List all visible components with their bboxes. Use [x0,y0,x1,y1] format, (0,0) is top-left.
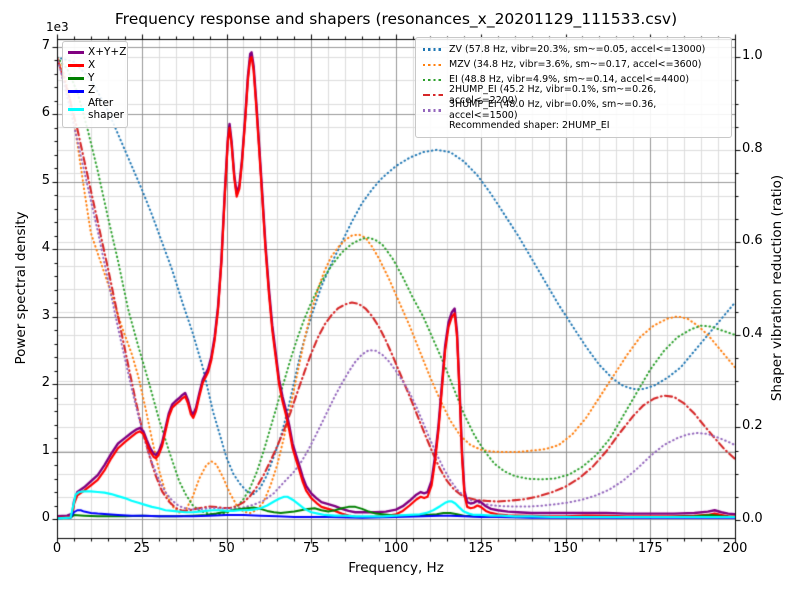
y-left-tick-label: 2 [41,375,50,391]
y-left-tick-label: 7 [41,37,50,53]
y-left-tick-label: 5 [41,172,50,188]
legend-item-ei: EI (48.8 Hz, vibr=4.9%, sm~=0.14, accel<… [423,72,724,87]
legend-label: MZV (34.8 Hz, vibr=3.6%, sm~=0.17, accel… [449,59,702,71]
y-right-tick-label: 1.0 [742,48,763,64]
y-axis-offset-label: 1e3 [46,20,69,34]
legend-shapers-items: ZV (57.8 Hz, vibr=20.3%, sm~=0.05, accel… [423,42,724,121]
recommended-shaper-note: Recommended shaper: 2HUMP_EI [449,119,610,131]
x-tick-label: 125 [468,541,494,556]
legend-item-mzv: MZV (34.8 Hz, vibr=3.6%, sm~=0.17, accel… [423,57,724,72]
legend-label: Z [88,84,96,97]
legend-label: X+Y+Z [88,46,127,58]
legend-item-y: Y [68,71,122,85]
x-tick-label: 75 [302,541,320,556]
legend-label: 3HUMP_EI (48.0 Hz, vibr=0.0%, sm~=0.36, … [449,99,657,122]
y-left-tick-label: 6 [41,105,50,121]
legend-line-swatch [68,76,84,80]
y-right-tick-label: 0.8 [742,140,763,156]
legend-item-x+y+z: X+Y+Z [68,46,126,59]
legend-line-swatch [68,89,84,93]
legend-item-3hump_ei: 3HUMP_EI (48.0 Hz, vibr=0.0%, sm~=0.36, … [423,99,724,121]
legend-line-swatch [423,48,443,51]
x-tick-label: 0 [52,541,62,556]
legend-item-2hump_ei: 2HUMP_EI (45.2 Hz, vibr=0.1%, sm~=0.26, … [423,84,724,106]
legend-item-x: X [68,58,122,72]
y-left-tick-label: 1 [41,442,50,458]
y-left-tick-label: 3 [41,307,50,323]
x-tick-label: 175 [637,541,663,556]
legend-psd: X+Y+Z X Y Z After shaper [62,41,128,128]
x-tick-label: 150 [553,541,578,556]
legend-line-swatch [68,64,84,68]
legend-line-swatch [423,109,443,112]
legend-line-swatch [423,93,443,97]
legend-label: Y [88,71,95,84]
legend-item-z: Z [68,84,122,97]
y-left-tick-label: 0 [41,510,50,525]
x-tick-label: 100 [383,541,409,556]
legend-line-swatch [68,108,84,112]
legend-line-swatch [423,78,443,82]
legend-item-zv: ZV (57.8 Hz, vibr=20.3%, sm~=0.05, accel… [423,42,724,57]
legend-label: After shaper [88,97,125,121]
legend-label: X [88,58,96,71]
y-right-tick-label: 0.6 [742,233,763,249]
legend-label: EI (48.8 Hz, vibr=4.9%, sm~=0.14, accel<… [449,74,690,86]
y-right-tick-label: 0.2 [742,418,763,434]
x-tick-label: 200 [722,541,748,556]
x-axis-label: Frequency, Hz [348,560,444,576]
x-tick-label: 25 [133,541,151,556]
legend-item-after: After shaper [68,97,125,122]
legend-label: 2HUMP_EI (45.2 Hz, vibr=0.1%, sm~=0.26, … [449,84,657,107]
y-right-tick-label: 0.0 [742,511,763,526]
y-right-tick-label: 0.4 [742,325,763,341]
legend-line-swatch [423,63,443,67]
legend-line-swatch [68,51,84,55]
x-tick-label: 50 [218,541,235,556]
y-left-tick-label: 4 [41,240,50,256]
legend-shapers: ZV (57.8 Hz, vibr=20.3%, sm~=0.05, accel… [415,37,732,138]
y-axis-right-label: Shaper vibration reduction (ratio) [769,174,785,402]
chart-title: Frequency response and shapers (resonanc… [114,10,678,28]
y-axis-left-label: Power spectral density [13,211,29,365]
legend-label: ZV (57.8 Hz, vibr=20.3%, sm~=0.05, accel… [449,44,706,56]
